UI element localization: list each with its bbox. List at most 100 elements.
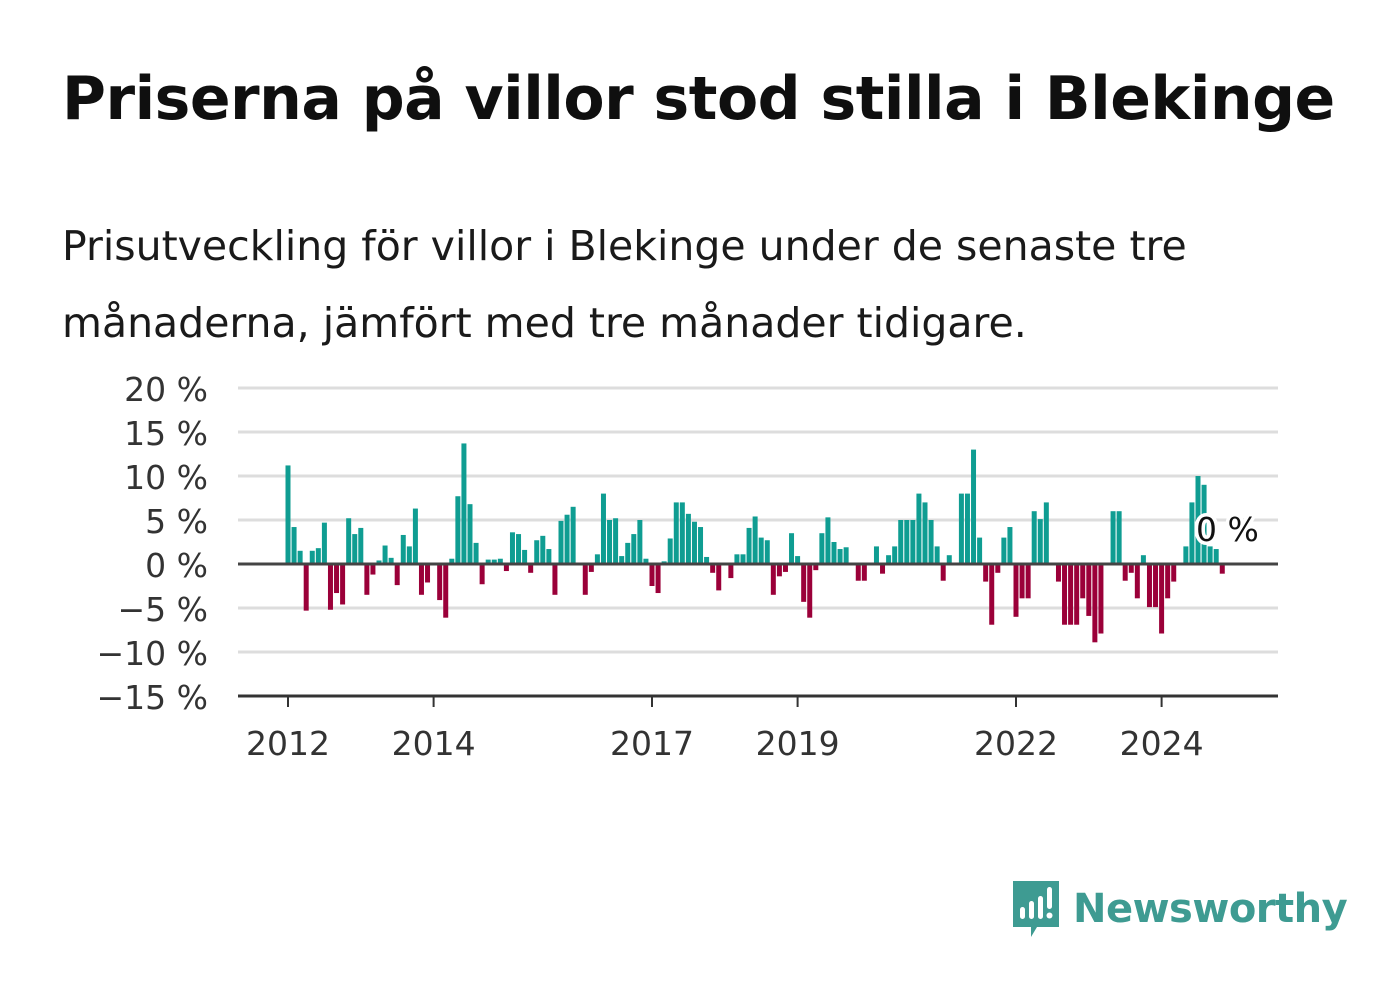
- bar: [594, 554, 600, 564]
- bar: [1068, 564, 1074, 625]
- bar: [1146, 564, 1152, 608]
- bar: [418, 564, 424, 595]
- bar: [776, 564, 782, 577]
- bar: [1140, 555, 1146, 564]
- bar: [1165, 564, 1171, 599]
- bar: [1159, 564, 1165, 634]
- bar: [946, 555, 952, 564]
- x-tick-label: 2022: [974, 724, 1058, 763]
- bar: [880, 564, 886, 574]
- bar: [1183, 546, 1189, 564]
- bar: [764, 540, 770, 564]
- bar: [934, 546, 940, 564]
- bar: [358, 527, 364, 564]
- bar: [503, 564, 509, 572]
- bar: [649, 564, 655, 586]
- x-tick-label: 2017: [610, 724, 694, 763]
- bar: [443, 564, 449, 618]
- bar: [1043, 502, 1049, 564]
- bar: [801, 564, 807, 602]
- chart-subtitle: Prisutveckling för villor i Blekinge und…: [62, 222, 1187, 347]
- bar: [406, 546, 412, 564]
- bar: [795, 556, 801, 564]
- grid-lines: [238, 386, 1278, 654]
- bar: [1195, 476, 1201, 564]
- bar: [1189, 502, 1195, 564]
- bar: [740, 554, 746, 564]
- bar: [734, 554, 740, 564]
- bar: [1007, 527, 1013, 564]
- bar: [352, 534, 358, 564]
- bar: [886, 555, 892, 564]
- bar: [412, 508, 418, 564]
- y-axis-ticks: 20 % 15 % 10 % 5 % 0 % −5 % −10 % −15 %: [97, 370, 209, 717]
- bar: [861, 564, 867, 581]
- y-tick-label: −10 %: [97, 634, 209, 673]
- bar: [425, 564, 431, 583]
- newsworthy-logo-icon: [1013, 881, 1059, 937]
- bar: [940, 564, 946, 581]
- bar: [449, 558, 455, 564]
- chart-title: Priserna på villor stod stilla i Bleking…: [62, 64, 1335, 134]
- bar: [455, 496, 461, 564]
- bar: [1213, 549, 1219, 564]
- bar: [394, 564, 400, 586]
- bar: [813, 564, 819, 571]
- x-axis-ticks: 2012 2014 2017 2019 2022 2024: [246, 696, 1204, 763]
- bar: [964, 493, 970, 564]
- bar: [673, 502, 679, 564]
- bar: [625, 542, 631, 564]
- bar: [1201, 484, 1207, 564]
- bar: [770, 564, 776, 595]
- bar: [631, 534, 637, 564]
- bar: [437, 564, 443, 601]
- bar: [958, 493, 964, 564]
- bar: [752, 516, 758, 564]
- bar: [1153, 564, 1159, 608]
- y-tick-label: 20 %: [124, 370, 208, 409]
- bar: [1031, 511, 1037, 564]
- bar: [516, 534, 522, 564]
- bar: [831, 542, 837, 564]
- bar: [321, 522, 327, 564]
- bar: [588, 564, 594, 572]
- bar: [315, 548, 321, 564]
- bar: [898, 520, 904, 564]
- bar: [309, 550, 315, 564]
- bar: [346, 518, 352, 564]
- bar: [904, 520, 910, 564]
- bar: [570, 506, 576, 564]
- bar: [388, 557, 394, 564]
- bar: [528, 564, 534, 573]
- y-tick-label: 15 %: [124, 414, 208, 453]
- bar: [546, 549, 552, 564]
- bar: [376, 560, 382, 564]
- bar: [291, 527, 297, 564]
- x-tick-label: 2024: [1120, 724, 1204, 763]
- brand-name: Newsworthy: [1073, 886, 1348, 932]
- bar: [619, 556, 625, 564]
- bar: [613, 518, 619, 564]
- bar: [892, 546, 898, 564]
- bar: [989, 564, 995, 625]
- bar: [303, 564, 309, 611]
- bar: [1098, 564, 1104, 634]
- bar: [758, 537, 764, 564]
- bar: [1013, 564, 1019, 617]
- bar: [467, 504, 473, 564]
- bar: [400, 534, 406, 564]
- bar: [1110, 511, 1116, 564]
- x-tick-label: 2019: [756, 724, 840, 763]
- y-tick-label: −15 %: [97, 678, 209, 717]
- newsworthy-logo: Newsworthy: [1011, 879, 1348, 939]
- bar: [728, 564, 734, 579]
- bar: [819, 533, 825, 564]
- bar: [1025, 564, 1031, 599]
- bar: [679, 502, 685, 564]
- bar: [928, 520, 934, 564]
- bar: [1001, 537, 1007, 564]
- bar: [843, 547, 849, 564]
- bar: [782, 564, 788, 572]
- bar: [977, 537, 983, 564]
- bar: [710, 564, 716, 573]
